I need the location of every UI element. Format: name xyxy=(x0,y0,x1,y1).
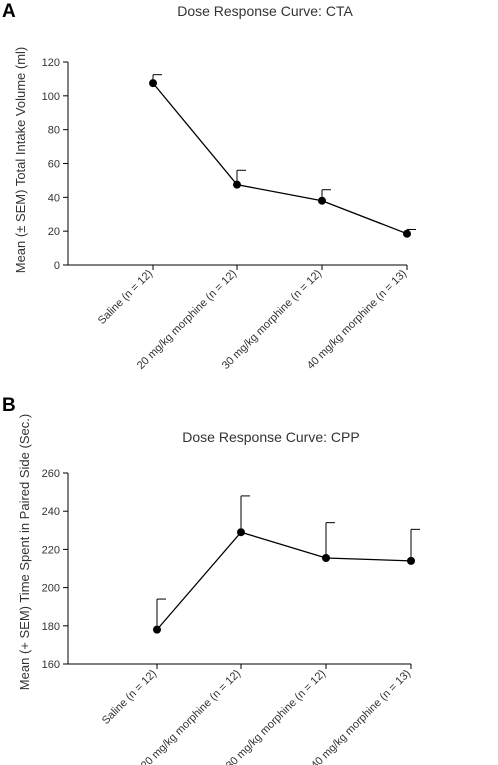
panel-b-y-tick-label: 240 xyxy=(42,506,60,518)
panel-a-data-point xyxy=(318,196,326,205)
panel-b-axes xyxy=(67,473,411,665)
panel-b-title: Dose Response Curve: CPP xyxy=(182,429,359,445)
panel-a-points xyxy=(149,79,411,238)
panel-b-error-bars xyxy=(156,495,420,630)
panel-b-series-line xyxy=(156,531,412,631)
panel-b-category-label: 30 mg/kg morphine (n = 12) xyxy=(224,668,328,765)
panel-a-category-label: 40 mg/kg morphine (n = 13) xyxy=(305,268,409,372)
panel-b-data-point xyxy=(237,528,245,537)
panel-b-y-tick-label: 220 xyxy=(42,544,60,556)
panel-a-y-tick-label: 0 xyxy=(54,260,60,272)
panel-a-error-bars xyxy=(152,74,416,234)
panel-b-points xyxy=(153,528,415,634)
panel-b-line xyxy=(156,531,412,631)
panel-b-data-point xyxy=(407,556,415,565)
panel-a-category-label: 20 mg/kg morphine (n = 12) xyxy=(135,268,239,372)
panel-b-y-tick-label: 180 xyxy=(42,621,60,633)
panel-a-series-line xyxy=(152,82,408,235)
panel-b-category-label: Saline (n = 12) xyxy=(100,668,159,727)
panel-a-category-label: Saline (n = 12) xyxy=(96,268,155,327)
panel-a-line xyxy=(152,82,408,235)
panel-a-title: Dose Response Curve: CTA xyxy=(177,3,353,19)
panel-a-y-axis-label: Mean (± SEM) Total Intake Volume (ml) xyxy=(13,47,28,274)
panel-b-data-point xyxy=(322,553,330,562)
panel-b-y-tick-label: 260 xyxy=(42,468,60,480)
panel-b-y-axis-label: Mean (+ SEM) Time Spent in Paired Side (… xyxy=(17,414,32,690)
panel-a-letter: A xyxy=(2,1,16,22)
panel-a-y-tick-label: 80 xyxy=(48,125,60,137)
panel-b-tick-labels: 160 180 200 220 240 260 xyxy=(42,468,68,671)
panel-a-data-point xyxy=(403,229,411,238)
panel-b-category-label: 40 mg/kg morphine (n = 13) xyxy=(309,668,413,765)
panel-a-tick-labels: 0 20 40 60 80 100 120 xyxy=(42,57,68,272)
panel-a-y-tick-label: 20 xyxy=(48,226,60,238)
panel-b-category-labels: Saline (n = 12)20 mg/kg morphine (n = 12… xyxy=(100,664,413,765)
panel-b-y-tick-label: 200 xyxy=(42,583,60,595)
panel-a-y-tick-label: 40 xyxy=(48,192,60,204)
panel-a-category-label: 30 mg/kg morphine (n = 12) xyxy=(220,268,324,372)
panel-a: A Dose Response Curve: CTA Mean (± SEM) … xyxy=(2,1,416,372)
panel-a-data-point xyxy=(233,180,241,189)
panel-b-letter: B xyxy=(2,395,16,416)
panel-a-category-labels: Saline (n = 12)20 mg/kg morphine (n = 12… xyxy=(96,265,409,372)
panel-b-data-point xyxy=(153,625,161,634)
panel-a-y-tick-label: 120 xyxy=(42,57,60,69)
panel-a-y-tick-label: 100 xyxy=(42,91,60,103)
panel-a-y-tick-label: 60 xyxy=(48,159,60,171)
panel-b-y-tick-label: 160 xyxy=(42,659,60,671)
panel-a-data-point xyxy=(149,79,157,88)
panel-b: B Dose Response Curve: CPP Mean (+ SEM) … xyxy=(2,395,420,765)
panel-b-category-label: 20 mg/kg morphine (n = 12) xyxy=(139,668,243,765)
panel-a-axes xyxy=(67,62,407,266)
